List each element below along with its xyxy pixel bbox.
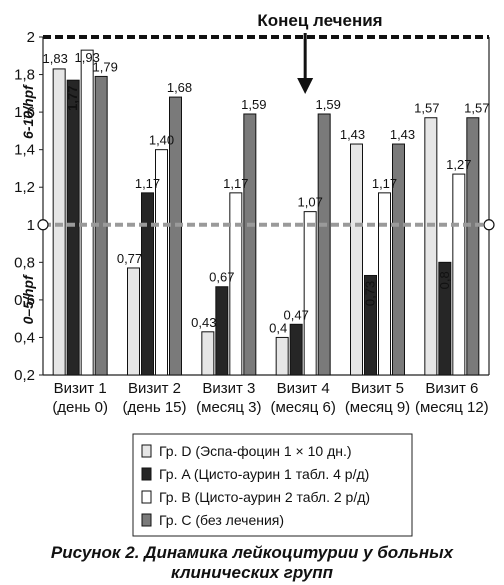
- chart-legend: Гр. D (Эспа-фоцин 1 × 10 дн.) Гр. A (Цист…: [132, 433, 413, 537]
- bar: [303, 211, 317, 376]
- bar: [317, 113, 331, 376]
- bar-value-label: 1,93: [75, 50, 100, 65]
- legend-label: Гр. A (Цисто-аурин 1 табл. 4 р/д): [159, 466, 369, 482]
- x-tick-label-sub: (месяц 9): [345, 399, 410, 416]
- bar-value-label: 1,59: [241, 97, 266, 112]
- y-tick-label: 1,8: [14, 67, 35, 84]
- bar-value-label: 1,43: [340, 127, 365, 142]
- legend-swatch: [141, 444, 152, 458]
- bar: [364, 274, 377, 376]
- y-tick-label: 0,2: [14, 367, 35, 384]
- bar-value-label: 1,79: [93, 59, 118, 74]
- x-tick-label: Визит 6: [425, 380, 478, 397]
- bar-value-label: 1,57: [414, 101, 439, 116]
- x-tick-label-sub: (месяц 3): [196, 399, 261, 416]
- bar: [424, 117, 438, 376]
- bar-value-label: 1,57: [464, 101, 489, 116]
- chart-data-labels: 1,83 1,77 1,931,79 0,77 1,17 1,40 1,68 0,43 0,67…: [43, 50, 490, 335]
- legend-label: Гр. B (Цисто-аурин 2 табл. 2 р/д): [159, 489, 370, 505]
- bar: [289, 323, 303, 376]
- reference-marker-right: [483, 219, 495, 231]
- bar-value-label: 0,73: [363, 281, 378, 306]
- bar: [127, 267, 140, 376]
- x-tick-label: Визит 5: [351, 380, 404, 397]
- bar-value-label: 1,68: [167, 80, 192, 95]
- bar: [466, 117, 480, 376]
- bar-value-label: 1,17: [223, 176, 248, 191]
- annotation-text: Конец лечения: [257, 11, 382, 30]
- y-tick-label: 1: [27, 217, 35, 234]
- legend-box: [132, 433, 413, 537]
- y-axis-label-upper: 6-10/hpf: [20, 84, 36, 139]
- bar: [392, 143, 405, 376]
- bar: [66, 79, 80, 376]
- x-tick-label-sub: (день 0): [52, 399, 108, 416]
- chart-axes: 0,2 0,4 0,6 0,8 1 1,2 1,4 1,6 1,8 2 6-10/hpf 0–5/hp…: [14, 29, 490, 416]
- bar-value-label: 1,07: [298, 195, 323, 210]
- bar: [201, 331, 215, 376]
- bar-value-label: 0,67: [209, 270, 234, 285]
- x-tick-label-sub: (месяц 6): [270, 399, 335, 416]
- bar: [438, 261, 452, 376]
- bar-value-label: 1,83: [43, 51, 68, 66]
- bar-value-label: 1,43: [390, 127, 415, 142]
- y-tick-label: 1,2: [14, 179, 35, 196]
- y-axis-label-lower: 0–5/hpf: [20, 274, 36, 324]
- bar: [378, 192, 391, 376]
- bar: [243, 113, 257, 376]
- legend-label: Гр. C (без лечения): [159, 512, 284, 528]
- bar: [350, 143, 363, 376]
- bar-value-label: 1,40: [149, 133, 174, 148]
- bar: [452, 173, 466, 376]
- x-tick-label: Визит 4: [277, 380, 330, 397]
- bar-value-label: 0,47: [284, 307, 309, 322]
- legend-swatch: [141, 467, 152, 481]
- reference-marker-left: [37, 219, 49, 231]
- y-tick-label: 1,4: [14, 142, 35, 159]
- chart-bars: [52, 49, 480, 376]
- bar: [155, 149, 168, 376]
- bar: [275, 336, 289, 376]
- annotation-arrow-head: [297, 78, 314, 94]
- x-tick-label: Визит 1: [54, 380, 107, 397]
- y-tick-label: 0,4: [14, 329, 35, 346]
- bar: [169, 96, 182, 376]
- legend-swatch: [141, 513, 152, 527]
- bar-value-label: 0,77: [117, 251, 142, 266]
- bar-value-label: 1,77: [65, 86, 80, 111]
- y-tick-label: 1,6: [14, 104, 35, 121]
- figure-caption-line1: Рисунок 2. Динамика лейкоцитурии у больн…: [50, 543, 454, 562]
- chart-overlay: Конец лечения: [37, 11, 495, 231]
- bar: [80, 49, 94, 376]
- legend-swatch: [141, 490, 152, 504]
- y-tick-label: 0,8: [14, 254, 35, 271]
- bar-value-label: 0,43: [191, 315, 216, 330]
- bar-value-label: 0,4: [269, 320, 287, 335]
- bar-value-label: 0,8: [437, 271, 452, 289]
- x-tick-label-sub: (день 15): [122, 399, 186, 416]
- bar-value-label: 1,17: [135, 176, 160, 191]
- y-tick-label: 2: [27, 29, 35, 46]
- bar-value-label: 1,27: [446, 157, 471, 172]
- bar: [141, 192, 154, 376]
- bar-value-label: 1,59: [316, 97, 341, 112]
- bar-value-label: 1,17: [372, 176, 397, 191]
- y-tick-label: 0,6: [14, 292, 35, 309]
- legend-label: Гр. D (Эспа-фоцин 1 × 10 дн.): [159, 443, 352, 459]
- bar: [229, 192, 243, 376]
- x-tick-label: Визит 2: [128, 380, 181, 397]
- bar: [215, 286, 229, 376]
- figure-caption-line2: клинических групп: [170, 563, 334, 582]
- x-tick-label: Визит 3: [202, 380, 255, 397]
- x-tick-label-sub: (месяц 12): [415, 399, 489, 416]
- bar: [52, 68, 66, 376]
